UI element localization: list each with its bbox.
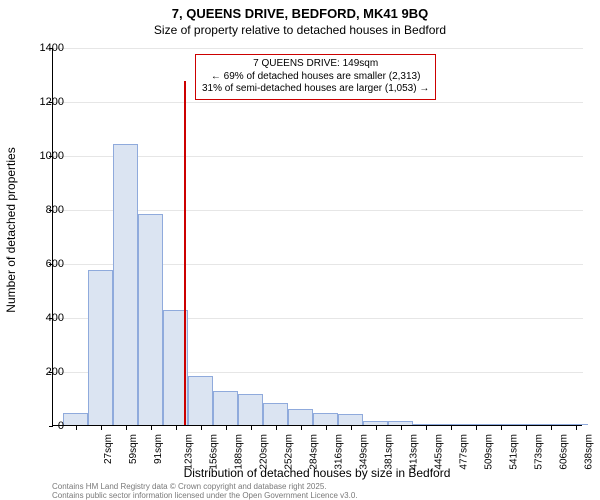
x-tick-mark [501, 426, 502, 430]
histogram-bar [138, 214, 163, 425]
histogram-bar [338, 414, 363, 425]
y-tick-label: 600 [24, 258, 64, 270]
y-tick-label: 1000 [24, 150, 64, 162]
x-tick-mark [226, 426, 227, 430]
x-tick-mark [576, 426, 577, 430]
x-tick-mark [551, 426, 552, 430]
x-tick-label: 220sqm [258, 434, 269, 470]
histogram-bar [563, 424, 588, 425]
histogram-bar [188, 376, 213, 425]
histogram-bar [388, 421, 413, 425]
x-tick-mark [476, 426, 477, 430]
histogram-bar [63, 413, 88, 425]
x-tick-label: 27sqm [103, 434, 114, 464]
gridline [53, 102, 583, 103]
x-tick-mark [276, 426, 277, 430]
gridline [53, 48, 583, 49]
credits-line-2: Contains public sector information licen… [52, 491, 358, 500]
annotation-line: 7 QUEENS DRIVE: 149sqm [202, 58, 429, 71]
y-tick-label: 400 [24, 312, 64, 324]
histogram-bar [88, 270, 113, 425]
x-tick-mark [101, 426, 102, 430]
annotation-line: ← 69% of detached houses are smaller (2,… [202, 71, 429, 84]
x-tick-mark [201, 426, 202, 430]
histogram-bar [113, 144, 138, 425]
x-tick-label: 316sqm [333, 434, 344, 470]
x-tick-label: 156sqm [208, 434, 219, 470]
y-tick-label: 800 [24, 204, 64, 216]
histogram-chart: 7 QUEENS DRIVE: 149sqm← 69% of detached … [52, 48, 582, 426]
x-tick-mark [151, 426, 152, 430]
x-tick-label: 252sqm [283, 434, 294, 470]
x-tick-mark [426, 426, 427, 430]
histogram-bar [513, 424, 538, 425]
x-tick-mark [251, 426, 252, 430]
x-tick-mark [451, 426, 452, 430]
y-tick-label: 1200 [24, 96, 64, 108]
x-tick-label: 188sqm [233, 434, 244, 470]
histogram-bar [413, 424, 438, 425]
annotation-box: 7 QUEENS DRIVE: 149sqm← 69% of detached … [195, 54, 436, 100]
plot-area: 7 QUEENS DRIVE: 149sqm← 69% of detached … [52, 48, 582, 426]
subject-marker-line [184, 81, 186, 425]
histogram-bar [538, 424, 563, 425]
x-tick-mark [76, 426, 77, 430]
x-tick-label: 477sqm [458, 434, 469, 470]
histogram-bar [438, 424, 463, 425]
x-tick-label: 284sqm [308, 434, 319, 470]
y-axis-label: Number of detached properties [4, 147, 18, 312]
page-title: 7, QUEENS DRIVE, BEDFORD, MK41 9BQ [0, 0, 600, 23]
page-subtitle: Size of property relative to detached ho… [0, 23, 600, 39]
histogram-bar [313, 413, 338, 425]
x-tick-mark [526, 426, 527, 430]
histogram-bar [213, 391, 238, 425]
y-tick-label: 1400 [24, 42, 64, 54]
x-tick-label: 381sqm [383, 434, 394, 470]
y-tick-label: 200 [24, 366, 64, 378]
x-tick-label: 509sqm [483, 434, 494, 470]
histogram-bar [363, 421, 388, 425]
histogram-bar [488, 424, 513, 425]
credits-line-1: Contains HM Land Registry data © Crown c… [52, 482, 358, 491]
x-tick-label: 606sqm [558, 434, 569, 470]
x-tick-mark [326, 426, 327, 430]
x-tick-mark [301, 426, 302, 430]
x-tick-label: 91sqm [153, 434, 164, 464]
credits-text: Contains HM Land Registry data © Crown c… [52, 482, 358, 500]
x-tick-label: 59sqm [128, 434, 139, 464]
x-tick-label: 123sqm [183, 434, 194, 470]
x-tick-label: 413sqm [408, 434, 419, 470]
x-tick-label: 445sqm [433, 434, 444, 470]
x-tick-label: 638sqm [583, 434, 594, 470]
x-tick-mark [351, 426, 352, 430]
histogram-bar [238, 394, 263, 425]
histogram-bar [288, 409, 313, 425]
x-tick-mark [176, 426, 177, 430]
histogram-bar [463, 424, 488, 425]
x-tick-label: 349sqm [358, 434, 369, 470]
y-tick-label: 0 [24, 420, 64, 432]
x-tick-label: 541sqm [508, 434, 519, 470]
x-tick-mark [401, 426, 402, 430]
histogram-bar [263, 403, 288, 425]
annotation-line: 31% of semi-detached houses are larger (… [202, 83, 429, 96]
x-tick-mark [126, 426, 127, 430]
x-tick-mark [376, 426, 377, 430]
x-tick-label: 573sqm [533, 434, 544, 470]
